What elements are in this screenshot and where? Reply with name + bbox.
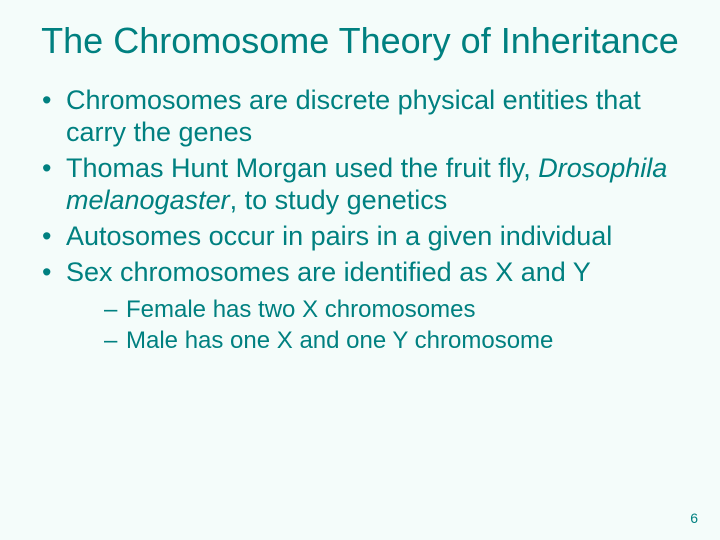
page-number: 6: [690, 510, 698, 526]
bullet-text: Autosomes occur in pairs in a given indi…: [66, 221, 612, 251]
sub-bullet-list: Female has two X chromosomes Male has on…: [104, 295, 690, 356]
sub-bullet-item: Female has two X chromosomes: [104, 295, 690, 324]
bullet-item: Chromosomes are discrete physical entiti…: [38, 85, 690, 149]
slide-title: The Chromosome Theory of Inheritance: [30, 20, 690, 61]
bullet-item: Autosomes occur in pairs in a given indi…: [38, 221, 690, 253]
bullet-text-prefix: Thomas Hunt Morgan used the fruit fly,: [66, 153, 538, 183]
bullet-list: Chromosomes are discrete physical entiti…: [38, 85, 690, 355]
sub-bullet-text: Male has one X and one Y chromosome: [126, 327, 553, 354]
sub-bullet-item: Male has one X and one Y chromosome: [104, 326, 690, 355]
bullet-text-suffix: , to study genetics: [230, 185, 448, 215]
slide: The Chromosome Theory of Inheritance Chr…: [0, 0, 720, 540]
bullet-text: Sex chromosomes are identified as X and …: [66, 257, 591, 287]
sub-bullet-text: Female has two X chromosomes: [126, 296, 475, 323]
bullet-item: Thomas Hunt Morgan used the fruit fly, D…: [38, 153, 690, 217]
bullet-text: Chromosomes are discrete physical entiti…: [66, 85, 641, 147]
bullet-item: Sex chromosomes are identified as X and …: [38, 257, 690, 355]
